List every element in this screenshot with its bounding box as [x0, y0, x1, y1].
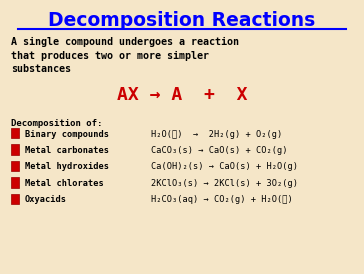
FancyBboxPatch shape [11, 161, 19, 171]
Text: that produces two or more simpler: that produces two or more simpler [11, 51, 209, 61]
Text: H₂O(ℓ)  →  2H₂(g) + O₂(g): H₂O(ℓ) → 2H₂(g) + O₂(g) [151, 130, 282, 139]
Text: Decomposition Reactions: Decomposition Reactions [48, 11, 316, 30]
Text: Decomposition of:: Decomposition of: [11, 119, 102, 128]
FancyBboxPatch shape [11, 194, 19, 204]
Text: Metal chlorates: Metal chlorates [25, 179, 103, 188]
Text: Metal hydroxides: Metal hydroxides [25, 162, 109, 172]
Text: H₂CO₃(aq) → CO₂(g) + H₂O(ℓ): H₂CO₃(aq) → CO₂(g) + H₂O(ℓ) [151, 195, 293, 204]
Text: Oxyacids: Oxyacids [25, 195, 67, 204]
Text: AX → A  +  X: AX → A + X [117, 86, 247, 104]
Text: Binary compounds: Binary compounds [25, 130, 109, 139]
Text: CaCO₃(s) → CaO(s) + CO₂(g): CaCO₃(s) → CaO(s) + CO₂(g) [151, 146, 288, 155]
Text: A single compound undergoes a reaction: A single compound undergoes a reaction [11, 37, 239, 47]
Text: substances: substances [11, 64, 71, 74]
Text: Metal carbonates: Metal carbonates [25, 146, 109, 155]
FancyBboxPatch shape [11, 128, 19, 138]
FancyBboxPatch shape [11, 144, 19, 155]
Text: 2KClO₃(s) → 2KCl(s) + 3O₂(g): 2KClO₃(s) → 2KCl(s) + 3O₂(g) [151, 179, 298, 188]
Text: Ca(OH)₂(s) → CaO(s) + H₂O(g): Ca(OH)₂(s) → CaO(s) + H₂O(g) [151, 162, 298, 172]
FancyBboxPatch shape [11, 177, 19, 188]
